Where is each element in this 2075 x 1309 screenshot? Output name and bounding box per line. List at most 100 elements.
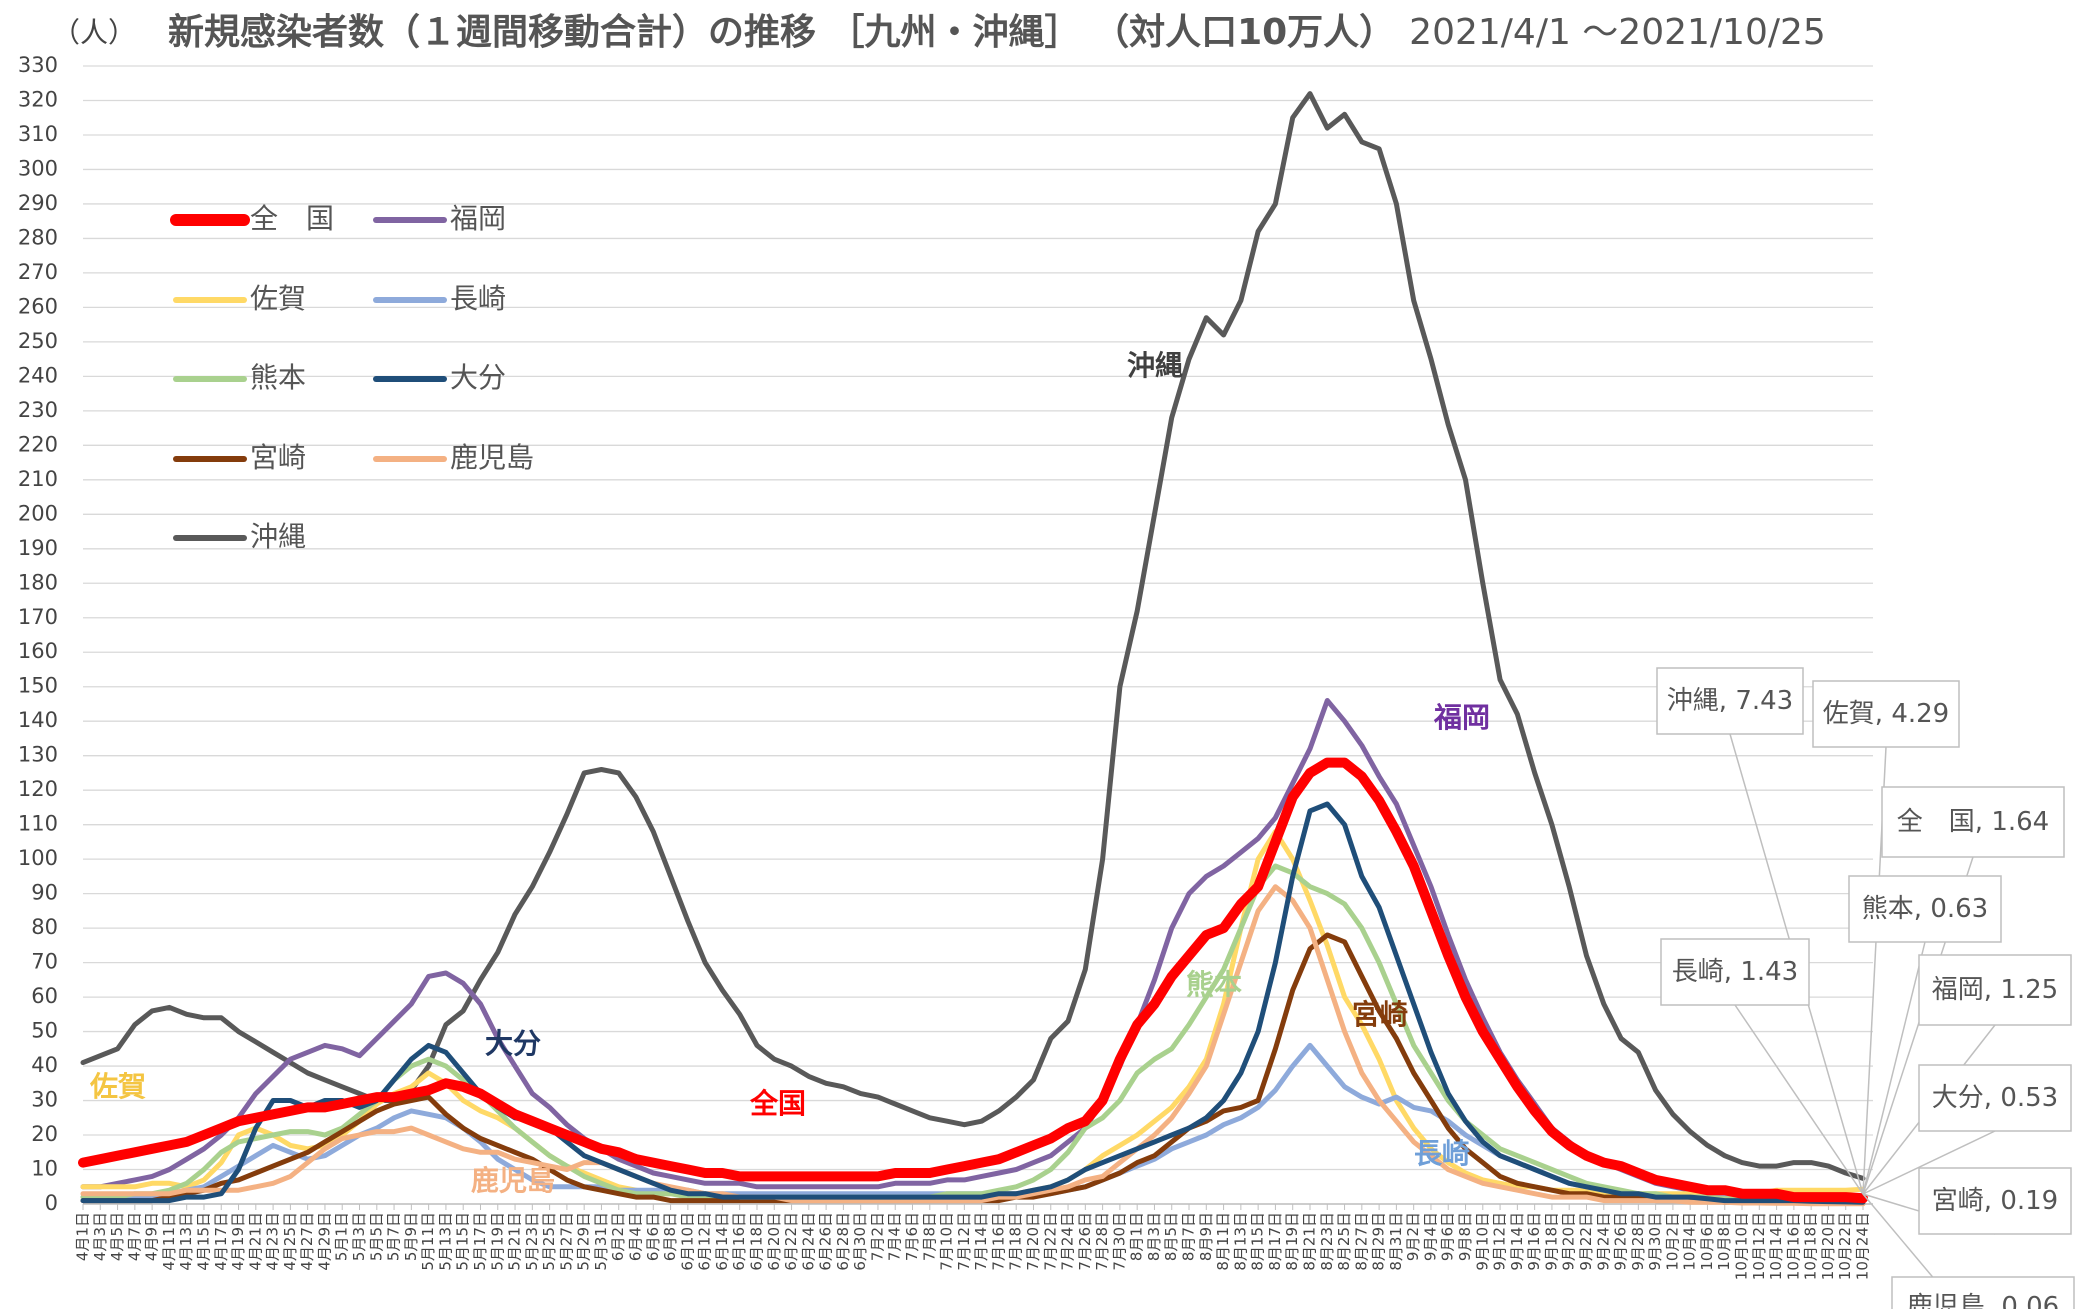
x-tick-label: 7月6日 [903,1212,921,1261]
x-tick-label: 6月4日 [627,1212,645,1261]
y-tick-label: 290 [18,191,58,215]
x-tick-label: 5月19日 [488,1212,506,1271]
x-tick-label: 9月20日 [1560,1212,1578,1271]
data-label: 福岡, 1.25 [1932,975,2058,1005]
x-tick-label: 9月30日 [1646,1212,1664,1271]
x-tick-label: 9月4日 [1421,1212,1439,1261]
x-tick-label: 6月30日 [851,1212,869,1271]
series-line [80,91,1866,1181]
x-tick-label: 8月29日 [1370,1212,1388,1271]
data-label-value: 4.29 [1891,699,1949,729]
x-tick-label: 8月9日 [1197,1212,1215,1261]
y-tick-label: 310 [18,122,58,146]
y-tick-label: 330 [18,53,58,77]
x-tick-label: 7月30日 [1110,1212,1128,1271]
x-tick-label: 4月21日 [246,1212,264,1271]
y-tick-label: 190 [18,536,58,560]
data-label: 宮崎, 0.19 [1932,1186,2058,1216]
x-tick-label: 4月19日 [229,1212,247,1271]
data-label-name: 鹿児島 [1907,1292,1985,1309]
x-tick-label: 6月10日 [678,1212,696,1271]
x-tick-label: 5月17日 [471,1212,489,1271]
x-tick-label: 6月18日 [747,1212,765,1271]
x-tick-label: 5月23日 [523,1212,541,1271]
x-tick-label: 10月22日 [1836,1212,1854,1280]
x-tick-label: 7月14日 [972,1212,990,1271]
data-label: 熊本, 0.63 [1862,894,1988,924]
x-tick-label: 8月11日 [1214,1212,1232,1271]
x-tick-label: 4月23日 [264,1212,282,1271]
callout-leader [1862,941,1926,1195]
series-annotation: 鹿児島 [471,1164,555,1197]
x-tick-label: 9月2日 [1404,1212,1422,1261]
y-tick-label: 80 [31,915,58,939]
data-label-value: 0.19 [2000,1186,2058,1216]
x-tick-label: 5月21日 [506,1212,524,1271]
x-tick-label: 7月2日 [868,1212,886,1261]
legend-label: 長崎 [450,282,506,315]
y-tick-label: 0 [45,1191,58,1215]
y-tick-label: 30 [31,1088,58,1112]
x-tick-label: 10月18日 [1802,1212,1820,1280]
y-tick-label: 280 [18,225,58,249]
x-tick-label: 6月24日 [799,1212,817,1271]
data-label: 大分, 0.53 [1932,1083,2058,1113]
y-tick-label: 120 [18,777,58,801]
x-tick-label: 8月19日 [1283,1212,1301,1271]
callout-box [1656,667,1804,735]
series-annotation: 宮崎 [1352,998,1408,1031]
data-label-name: 福岡 [1932,975,1984,1005]
callout-box [1918,1064,2072,1132]
data-label-separator: , [1724,957,1741,987]
callout-box [1812,680,1960,748]
x-tick-label: 10月16日 [1784,1212,1802,1280]
x-tick-label: 6月8日 [661,1212,679,1261]
y-tick-label: 250 [18,329,58,353]
y-tick-label: 240 [18,363,58,387]
x-tick-label: 4月5日 [108,1212,126,1261]
x-tick-label: 8月15日 [1249,1212,1267,1271]
x-tick-label: 5月29日 [575,1212,593,1271]
x-tick-label: 9月16日 [1525,1212,1543,1271]
series-annotation: 熊本 [1186,968,1242,1001]
legend-label: 大分 [450,361,506,394]
x-tick-label: 4月1日 [74,1212,92,1261]
x-tick-label: 9月6日 [1439,1212,1457,1261]
y-tick-label: 170 [18,605,58,629]
x-tick-label: 5月3日 [350,1212,368,1261]
x-tick-label: 9月8日 [1456,1212,1474,1261]
callout-box [1918,1167,2072,1235]
x-tick-label: 8月5日 [1162,1212,1180,1261]
series-line [80,863,1866,1205]
y-tick-label: 230 [18,398,58,422]
x-tick-label: 6月16日 [730,1212,748,1271]
x-tick-label: 4月7日 [125,1212,143,1261]
x-tick-label: 7月12日 [955,1212,973,1271]
x-tick-label: 5月5日 [367,1212,385,1261]
legend-label: 熊本 [250,361,306,394]
series-annotation: 福岡 [1433,701,1490,734]
data-label-value: 0.53 [2000,1083,2058,1113]
y-tick-label: 260 [18,294,58,318]
y-tick-label: 320 [18,87,58,111]
x-tick-label: 9月10日 [1473,1212,1491,1271]
x-tick-label: 6月22日 [782,1212,800,1271]
legend-label: 沖縄 [250,520,306,553]
y-tick-label: 150 [18,674,58,698]
data-label-name: 大分 [1932,1083,1984,1113]
x-tick-label: 7月16日 [989,1212,1007,1271]
data-label-separator: , [1975,807,1992,837]
x-tick-label: 8月31日 [1387,1212,1405,1271]
x-tick-label: 9月22日 [1577,1212,1595,1271]
x-tick-label: 10月14日 [1767,1212,1785,1280]
data-label-name: 全 国 [1897,807,1975,837]
x-tick-label: 10月8日 [1715,1212,1733,1271]
x-tick-label: 10月2日 [1663,1212,1681,1271]
data-label: 沖縄, 7.43 [1667,686,1793,716]
x-tick-label: 4月11日 [160,1212,178,1271]
x-tick-label: 6月26日 [817,1212,835,1271]
callout-box [1660,938,1810,1006]
x-tick-label: 5月7日 [385,1212,403,1261]
x-tick-label: 4月17日 [212,1212,230,1271]
